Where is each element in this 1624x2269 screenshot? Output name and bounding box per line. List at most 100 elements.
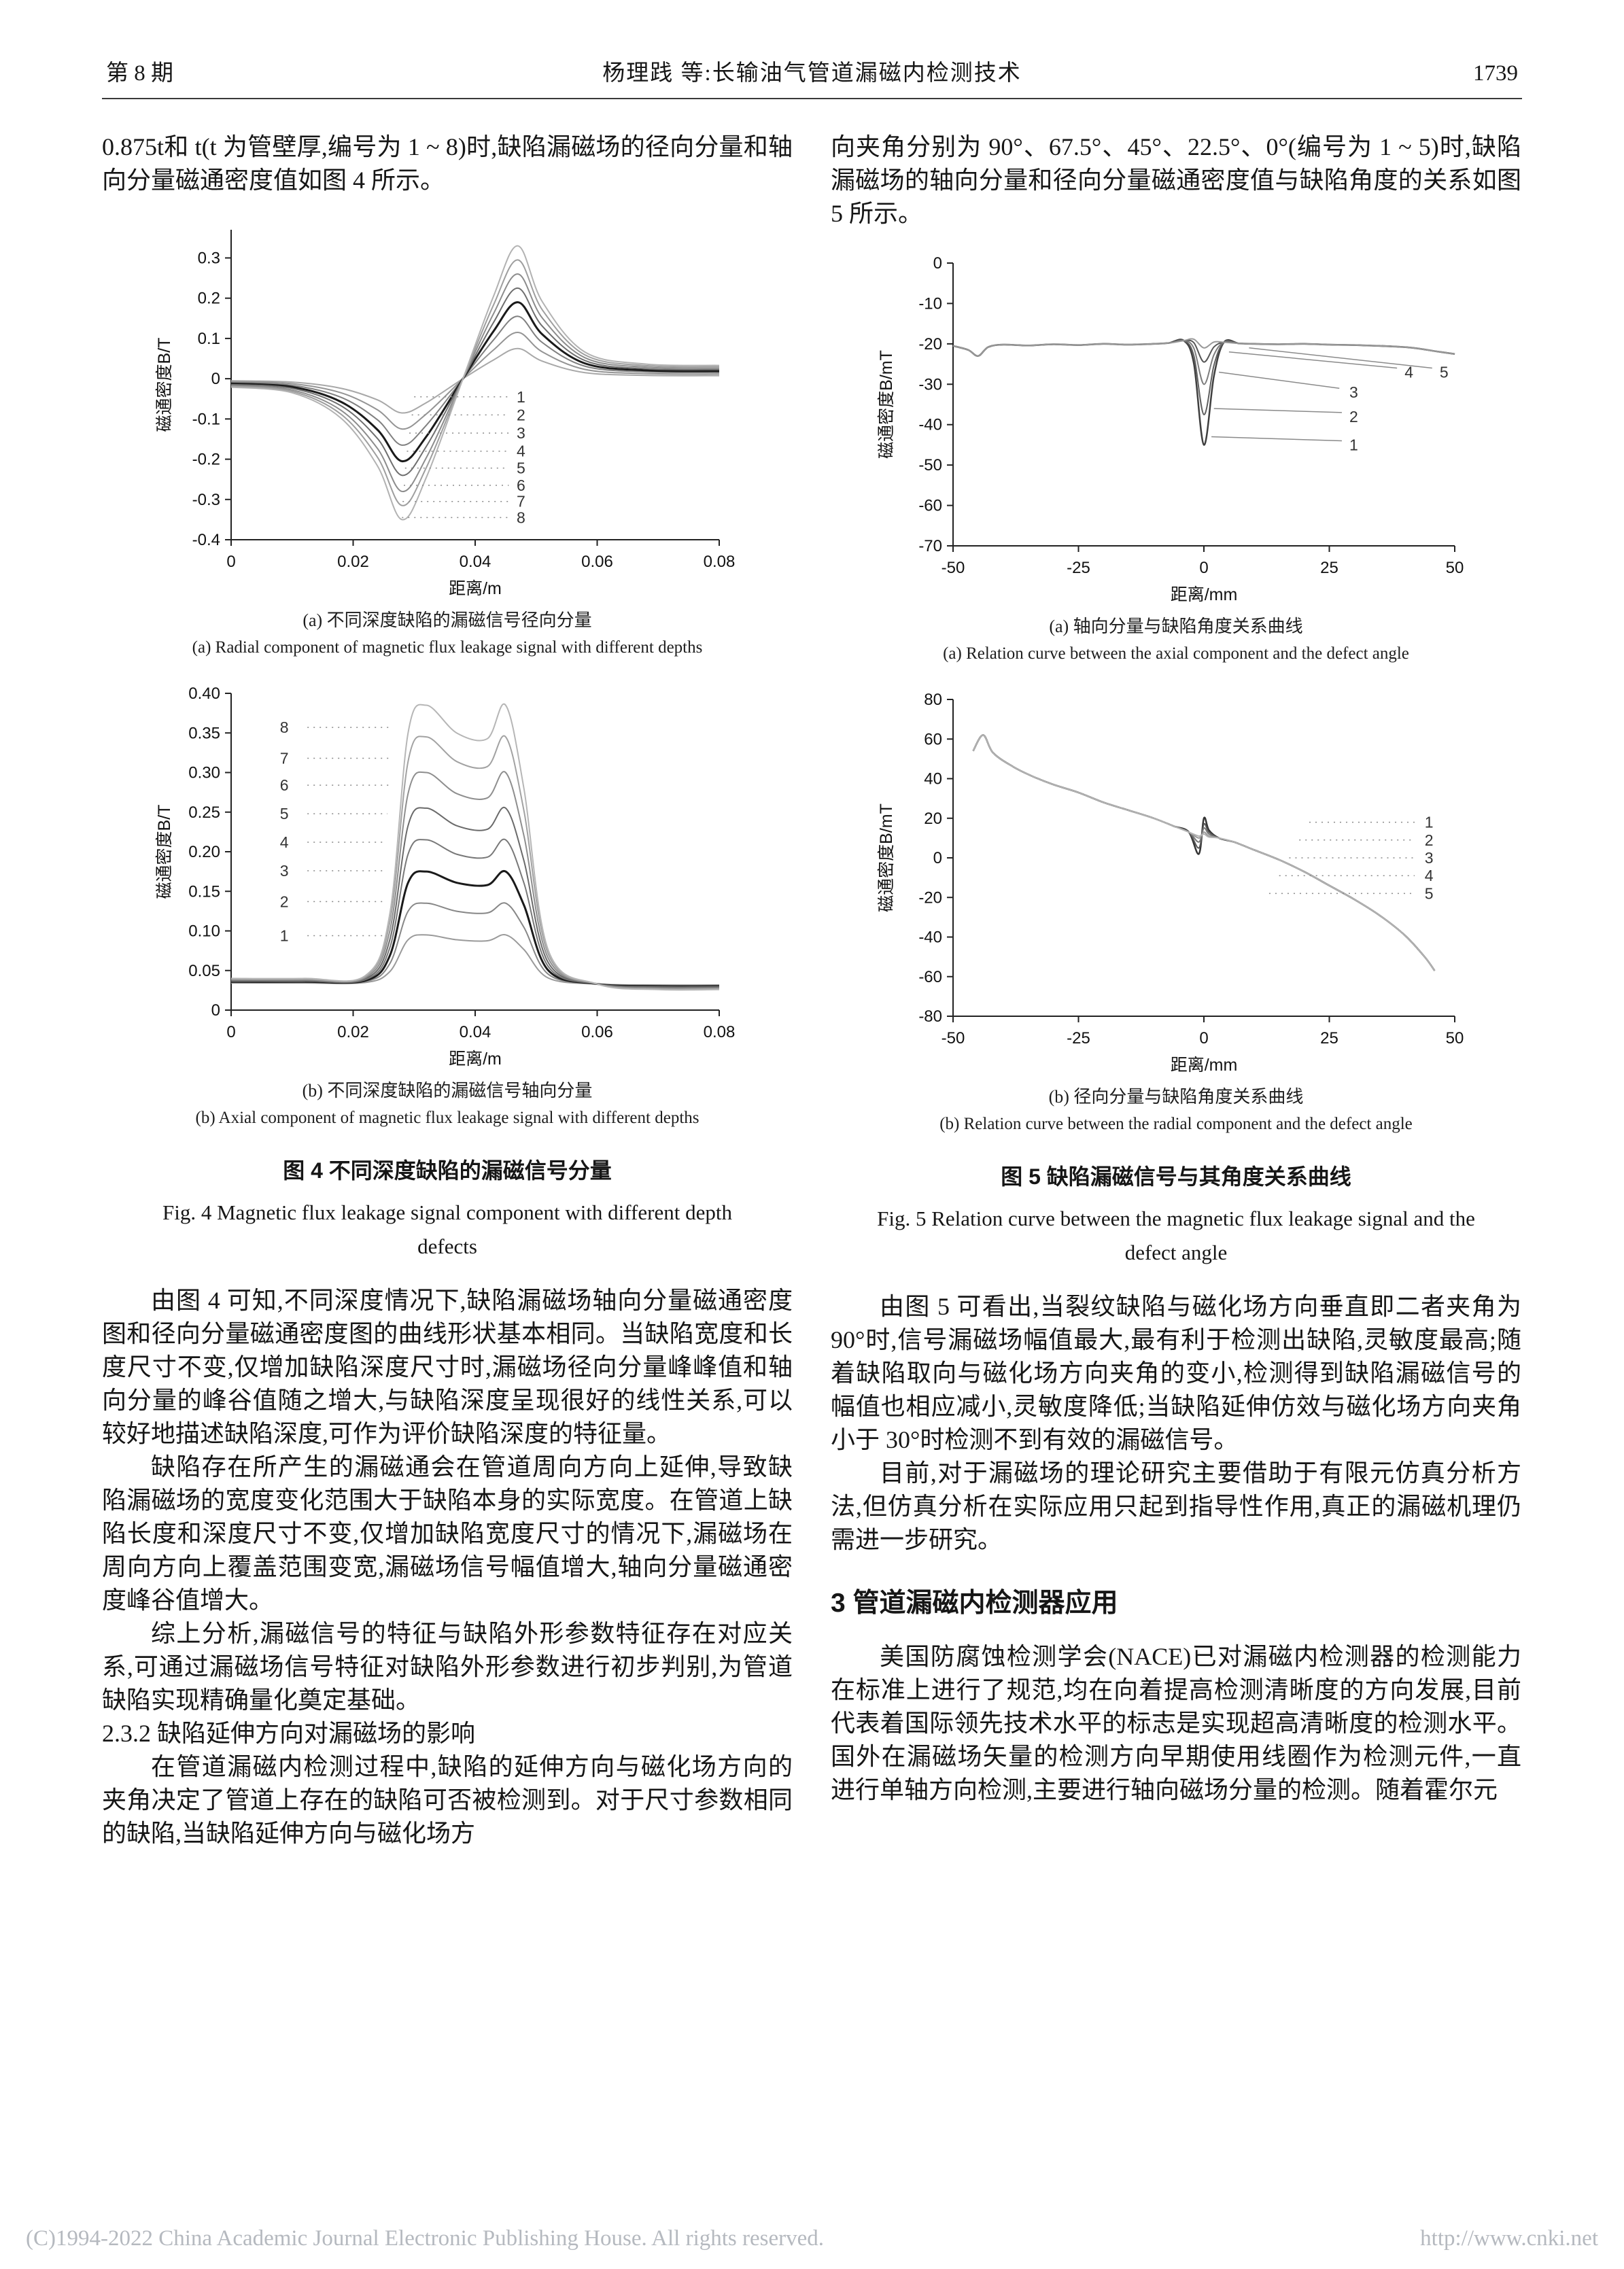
svg-text:-0.4: -0.4	[192, 531, 220, 549]
left-column: 0.875t和 t(t 为管壁厚,编号为 1 ~ 8)时,缺陷漏磁场的径向分量和…	[102, 131, 793, 1850]
svg-text:-80: -80	[918, 1007, 942, 1026]
figure-5b-chart: -50 -25 0 25 50-80-60-40-20020406080距离/mm磁通密…	[877, 691, 1464, 1075]
paragraph: 缺陷存在所产生的漏磁通会在管道周向方向上延伸,导致缺陷漏磁场的宽度变化范围大于缺…	[102, 1453, 793, 1614]
svg-text:0.08: 0.08	[704, 1023, 736, 1041]
svg-text:-70: -70	[918, 537, 942, 555]
svg-text:50: 50	[1446, 559, 1464, 577]
svg-text:0.20: 0.20	[188, 843, 220, 861]
svg-text:-40: -40	[918, 929, 942, 947]
figure-4b-caption-en: (b) Axial component of magnetic flux lea…	[195, 1109, 699, 1127]
svg-text:2: 2	[1425, 831, 1434, 849]
svg-text:0.02: 0.02	[337, 553, 369, 571]
svg-text:80: 80	[924, 691, 942, 709]
copyright-notice: (C)1994-2022 China Academic Journal Elec…	[26, 2226, 825, 2251]
figure-4a-caption-cn: (a) 不同深度缺陷的漏磁信号径向分量	[303, 610, 592, 630]
svg-text:0.06: 0.06	[581, 553, 613, 571]
svg-text:25: 25	[1320, 559, 1338, 577]
svg-text:0: 0	[1199, 559, 1208, 577]
svg-text:60: 60	[924, 730, 942, 748]
svg-text:4: 4	[1404, 363, 1413, 381]
right-column: 向夹角分别为 90°、67.5°、45°、22.5°、0°(编号为 1 ~ 5)…	[831, 131, 1521, 1850]
svg-text:6: 6	[517, 477, 525, 494]
figure-4a-caption-en: (a) Radial component of magnetic flux le…	[192, 638, 703, 657]
svg-text:0: 0	[1199, 1029, 1208, 1047]
svg-text:5: 5	[1440, 363, 1449, 381]
svg-text:5: 5	[1425, 884, 1434, 902]
paragraph: 美国防腐蚀检测学会(NACE)已对漏磁内检测器的检测能力在标准上进行了规范,均在…	[831, 1643, 1521, 1803]
figure-5b-caption-en: (b) Relation curve between the radial co…	[939, 1115, 1413, 1133]
subsection-heading: 2.3.2 缺陷延伸方向对漏磁场的影响	[102, 1720, 476, 1747]
paragraph: 由图 4 可知,不同深度情况下,缺陷漏磁场轴向分量磁通密度图和径向分量磁通密度图…	[102, 1287, 793, 1447]
svg-text:磁通密度B/mT: 磁通密度B/mT	[877, 803, 896, 912]
figure-5b: -50 -25 0 25 50 -80 -60 -40 -20 0 20 40 60 80 距离/mm 磁通密…	[831, 686, 1521, 1137]
svg-text:-50: -50	[918, 456, 942, 474]
svg-text:0.35: 0.35	[188, 724, 220, 742]
svg-text:0.05: 0.05	[188, 962, 220, 980]
paragraph: 目前,对于漏磁场的理论研究主要借助于有限元仿真分析方法,但仿真分析在实际应用只起…	[831, 1459, 1521, 1553]
two-column-body: 0.875t和 t(t 为管壁厚,编号为 1 ~ 8)时,缺陷漏磁场的径向分量和…	[102, 131, 1522, 1850]
cnki-url[interactable]: http://www.cnki.net	[1420, 2226, 1598, 2251]
svg-text:0: 0	[933, 849, 942, 867]
svg-text:0: 0	[211, 1001, 220, 1020]
svg-text:距离/mm: 距离/mm	[1171, 585, 1238, 604]
paragraph: 由图 5 可看出,当裂纹缺陷与磁化场方向垂直即二者夹角为 90°时,信号漏磁场幅…	[831, 1293, 1521, 1453]
svg-text:0.06: 0.06	[581, 1023, 613, 1041]
svg-text:0.2: 0.2	[198, 290, 220, 308]
svg-text:3: 3	[517, 424, 525, 442]
svg-text:-0.1: -0.1	[192, 410, 220, 428]
svg-text:0.02: 0.02	[337, 1023, 369, 1041]
svg-text:0.1: 0.1	[198, 330, 220, 348]
svg-text:6: 6	[280, 776, 289, 794]
svg-text:-50: -50	[941, 1029, 965, 1047]
svg-text:2: 2	[1349, 408, 1358, 426]
svg-text:4: 4	[280, 833, 289, 851]
svg-text:4: 4	[1425, 867, 1434, 884]
paragraph: 在管道漏磁内检测过程中,缺陷的延伸方向与磁化场方向的夹角决定了管道上存在的缺陷可…	[102, 1753, 793, 1847]
svg-text:-25: -25	[1067, 559, 1090, 577]
svg-text:0.04: 0.04	[460, 1023, 491, 1041]
figure-5-title-en: Fig. 5 Relation curve between the magnet…	[877, 1207, 1475, 1264]
svg-text:磁通密度B/mT: 磁通密度B/mT	[877, 350, 896, 459]
svg-text:1: 1	[1425, 814, 1434, 831]
svg-text:40: 40	[924, 770, 942, 789]
svg-text:4: 4	[517, 443, 525, 460]
svg-text:-20: -20	[918, 888, 942, 907]
svg-text:0.10: 0.10	[188, 922, 220, 941]
figure-4a: 0 0.02 0.04 0.06 0.08 -0.4 -0.3 -0.2 -0.1 0 0.1 0.2…	[102, 216, 793, 661]
paragraph: 综上分析,漏磁信号的特征与缺陷外形参数特征存在对应关系,可通过漏磁场信号特征对缺…	[102, 1620, 793, 1714]
journal-issue: 第 8 期	[106, 61, 173, 86]
svg-text:50: 50	[1446, 1029, 1464, 1047]
svg-text:0: 0	[211, 370, 220, 388]
svg-text:0.04: 0.04	[460, 553, 491, 571]
svg-text:3: 3	[280, 862, 289, 880]
section-heading: 3 管道漏磁内检测器应用	[831, 1589, 1118, 1618]
svg-text:1: 1	[517, 388, 525, 406]
svg-text:0: 0	[933, 254, 942, 273]
svg-text:距离/m: 距离/m	[449, 1050, 502, 1069]
svg-text:5: 5	[280, 805, 289, 822]
paper-page: 第 8 期 杨理践 等:长输油气管道漏磁内检测技术 1739 0.875t和 t…	[26, 61, 1598, 2251]
svg-text:-30: -30	[918, 375, 942, 394]
svg-text:-25: -25	[1067, 1029, 1090, 1047]
page-footer: (C)1994-2022 China Academic Journal Elec…	[0, 2226, 1624, 2251]
figure-5b-caption-cn: (b) 径向分量与缺陷角度关系曲线	[1048, 1087, 1304, 1107]
svg-text:磁通密度B/T: 磁通密度B/T	[155, 805, 174, 899]
svg-text:磁通密度B/T: 磁通密度B/T	[155, 338, 174, 432]
svg-text:-10: -10	[918, 294, 942, 313]
svg-text:0: 0	[226, 1023, 235, 1041]
figure-5a: -50 -25 0 25 50 -70 -60 -50 -40 -30 -20 -10 0 距离/mm 磁通…	[831, 249, 1521, 667]
svg-text:-20: -20	[918, 335, 942, 353]
svg-text:-0.3: -0.3	[192, 491, 220, 509]
figure-4a-chart: 0 0.02 0.04 0.06 0.08 -0.4 -0.3 -0.2 -0.1 0 0.1 0.2…	[155, 230, 735, 598]
svg-text:7: 7	[517, 493, 525, 510]
figure-5-title-cn: 图 5 缺陷漏磁信号与其角度关系曲线	[1001, 1164, 1351, 1189]
svg-text:2: 2	[280, 893, 289, 910]
svg-text:5: 5	[517, 460, 525, 477]
svg-text:20: 20	[924, 810, 942, 828]
svg-text:0.15: 0.15	[188, 882, 220, 901]
figure-5a-chart: -50 -25 0 25 50-70-60-50-40-30-20-100距离/mm磁通…	[877, 254, 1464, 604]
svg-text:0.25: 0.25	[188, 803, 220, 822]
figure-5a-caption-en: (a) Relation curve between the axial com…	[943, 644, 1409, 663]
svg-text:2: 2	[517, 406, 525, 423]
svg-text:0: 0	[226, 553, 235, 571]
